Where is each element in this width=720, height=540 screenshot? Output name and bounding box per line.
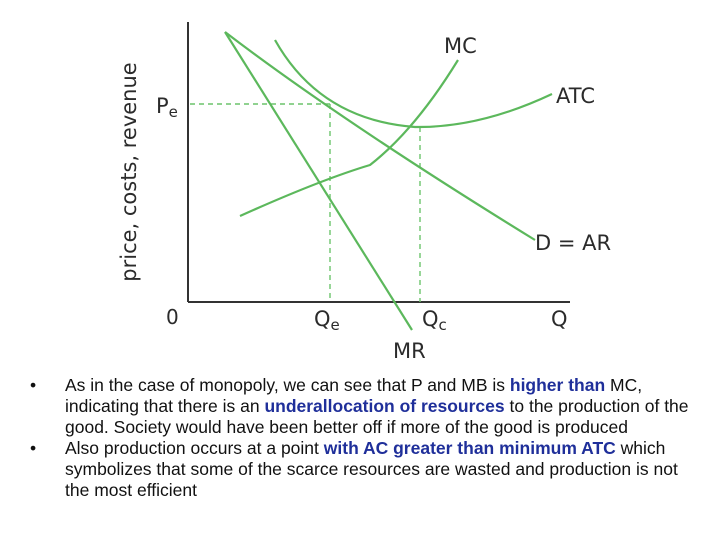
highlighted-text: underallocation of resources — [264, 396, 505, 416]
mc-curve — [239, 59, 459, 218]
mr-label: MR — [393, 339, 426, 363]
bullet-text: Also production occurs at a point — [65, 438, 324, 458]
bullet-marker: • — [30, 438, 37, 458]
mr-curve — [224, 31, 413, 331]
bullet-text: MC, indicating that there is an — [65, 375, 643, 416]
q-axis-label: Q — [551, 307, 568, 331]
atc-curve — [274, 39, 553, 129]
bullet-item: • As in the case of monopoly, we can see … — [30, 375, 700, 438]
bullet-list: • As in the case of monopoly, we can see … — [30, 375, 700, 501]
bullet-text: which symbolizes that some of the scarce… — [65, 438, 678, 500]
origin-label: 0 — [166, 305, 179, 329]
bullet-text: As in the case of monopoly, we can see t… — [65, 375, 510, 395]
bullet-marker: • — [30, 375, 37, 395]
bullet-text: to the production of the good. Society w… — [65, 396, 689, 437]
demand-curve — [224, 31, 536, 241]
y-axis-label: price, costs, revenue — [117, 62, 141, 281]
qe-label: Qe — [314, 307, 340, 334]
highlighted-text: higher than — [509, 375, 606, 395]
qc-label: Qc — [422, 307, 447, 334]
bullet-item: • Also production occurs at a point with … — [30, 438, 700, 501]
demand-label: D = AR — [535, 231, 611, 255]
highlighted-text: with AC greater than minimum ATC — [323, 438, 616, 458]
monopolistic-competition-diagram: price, costs, revenue 0 Pe Qe Qc Q MC AT… — [117, 22, 611, 363]
pe-label: Pe — [156, 94, 178, 121]
mc-label: MC — [444, 34, 477, 58]
atc-label: ATC — [556, 84, 595, 108]
